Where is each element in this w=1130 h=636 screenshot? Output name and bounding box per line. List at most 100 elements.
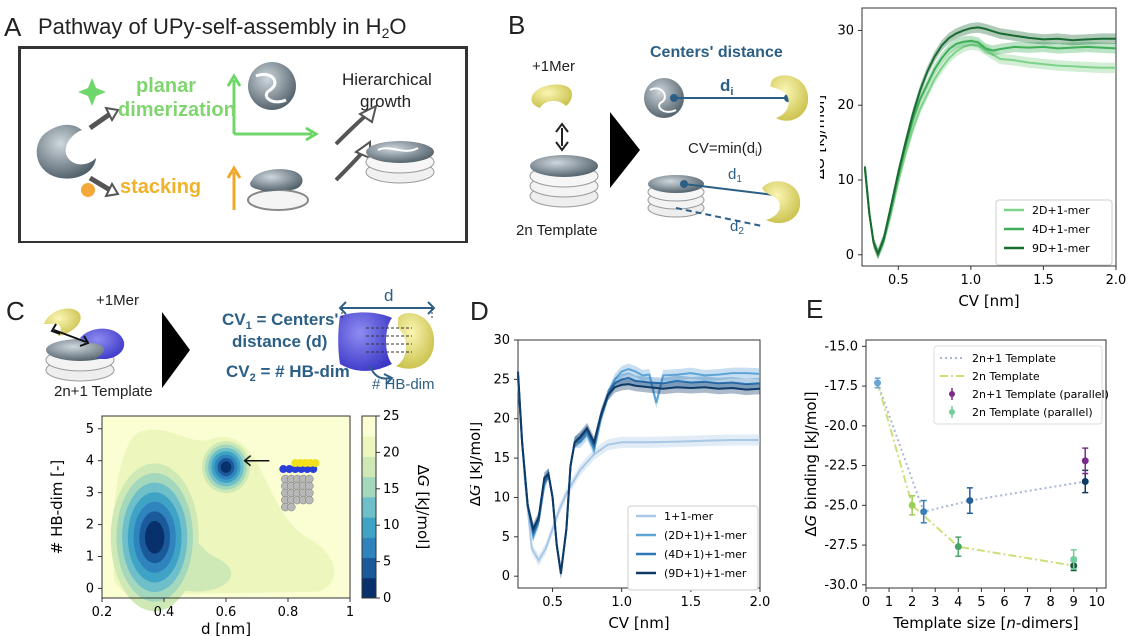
y-tick-label: 5	[86, 422, 94, 437]
molecule-atom	[287, 502, 296, 512]
x-tick-label: 1	[885, 595, 893, 610]
c-hb-label: # HB-dim	[372, 376, 435, 393]
x-tick-label: 10	[1088, 595, 1105, 610]
y-tick-label: 10	[493, 490, 510, 505]
y-tick-label: -22.5	[824, 459, 858, 474]
data-point	[920, 508, 928, 516]
y-tick-label: 0	[86, 581, 94, 596]
panel-label-c: C	[6, 296, 25, 326]
y-axis-label: ΔG [kJ/mol]	[470, 422, 484, 506]
data-point	[908, 501, 916, 509]
molecule-atom-blue	[285, 465, 294, 474]
panel-label-b: B	[508, 10, 526, 40]
legend-label: (2D+1)+1-mer	[664, 529, 747, 542]
growth-label: growth	[360, 92, 412, 111]
b-d1-label: d1	[728, 166, 742, 185]
x-tick-label: 0.5	[888, 273, 909, 288]
colorbar-tick-label: 0	[383, 591, 391, 606]
y-tick-label: 2	[86, 518, 94, 533]
series-line	[863, 26, 1116, 257]
x-tick-label: 0	[862, 595, 870, 610]
y-tick-label: 25	[493, 372, 510, 387]
x-tick-label: 1.0	[961, 273, 982, 288]
colorbar-segment	[362, 577, 376, 599]
x-tick-label: 1.0	[611, 595, 632, 610]
legend-box	[995, 199, 1113, 266]
x-tick-label: 0.6	[216, 605, 237, 620]
y-tick-label: 30	[837, 23, 854, 38]
legend-label: 1+1-mer	[664, 510, 714, 523]
stacking-label: stacking	[120, 176, 202, 198]
panel-c-schematic	[40, 294, 440, 404]
x-tick-label: 0.4	[154, 605, 175, 620]
colorbar-segment	[362, 436, 376, 457]
b-mer-label: +1Mer	[532, 58, 575, 75]
chart-e: 0 1 2 3 4 5 6 7 8 9 10 -15.0 -17.5 -20.0 -22.5 -25.0 -27…	[802, 339, 1109, 632]
x-tick-label: 1.5	[681, 595, 702, 610]
data-point	[954, 543, 962, 551]
y-tick-label: -17.5	[824, 379, 858, 394]
legend-label: 2n Template	[972, 370, 1040, 383]
colorbar-tick-label: 15	[383, 482, 400, 497]
c-cv2-label: CV2 = # HB-dim	[226, 362, 350, 384]
x-tick-label: 4	[954, 595, 962, 610]
colorbar-segment	[362, 517, 376, 538]
legend-label: 2n+1 Template	[972, 352, 1056, 365]
legend-label: 9D+1-mer	[1032, 242, 1090, 255]
y-tick-label: -20.0	[824, 419, 858, 434]
molecule-atom-blue	[279, 465, 288, 474]
legend-label: 2n+1 Template (parallel)	[972, 388, 1109, 401]
c-d-label: d	[384, 286, 394, 305]
y-tick-label: 0	[846, 248, 854, 263]
b-d2-label: d2	[730, 218, 744, 237]
b-template-label: 2n Template	[516, 222, 598, 239]
b-centers-label: Centers' distance	[650, 44, 783, 61]
y-tick-label: -25.0	[824, 498, 858, 513]
molecule-atom-blue	[309, 465, 318, 474]
series-line	[517, 371, 761, 574]
c-cv1-label: CV1 = Centers'	[222, 310, 339, 332]
panel-label-a: A	[4, 12, 22, 42]
colorbar-tick-label: 10	[383, 518, 400, 533]
x-axis-label: CV [nm]	[958, 292, 1019, 310]
panel-a-illustration	[20, 48, 462, 238]
series-line	[517, 379, 760, 563]
hierarchical-label: Hierarchical	[342, 70, 432, 89]
data-point	[1070, 555, 1078, 563]
dimerization-label: dimerization	[118, 99, 236, 121]
chart-d: 0.5 1.0 1.5 2.0 0 5 10 15 20 25 30 CV [nm] ΔG [kJ/mo…	[470, 333, 770, 632]
molecule-atom-blue	[303, 465, 312, 474]
y-tick-label: 5	[502, 530, 510, 545]
y-tick-label: 20	[493, 412, 510, 427]
x-tick-label: 3	[931, 595, 939, 610]
y-tick-label: -27.5	[824, 538, 858, 553]
colorbar-segment	[362, 557, 376, 579]
panel-b-schematic	[500, 40, 820, 250]
y-axis-label: ΔG [kJ/mol]	[820, 95, 828, 179]
c-template-label: 2n+1 Template	[54, 383, 153, 400]
series-band	[518, 366, 760, 580]
chart-b: 0.5 1.0 1.5 2.0 0 10 20 30 CV [nm] ΔG [kJ/mol] 2D+…	[820, 7, 1127, 310]
x-tick-label: 2.0	[1106, 273, 1127, 288]
colorbar-tick-label: 25	[383, 409, 400, 424]
y-tick-label: 20	[837, 98, 854, 113]
heatmap-basin	[145, 521, 165, 554]
x-tick-label: 5	[977, 595, 985, 610]
x-axis-label: CV [nm]	[608, 614, 669, 632]
colorbar-segment	[362, 416, 376, 437]
legend-label: 2n Template (parallel)	[972, 406, 1093, 419]
x-tick-label: 0.5	[542, 595, 563, 610]
c-cv1-sub-label: distance (d)	[232, 332, 328, 351]
x-tick-label: 6	[1000, 595, 1008, 610]
x-tick-label: 0.2	[92, 605, 113, 620]
planar-label: planar	[136, 75, 197, 97]
x-tick-label: 0.8	[278, 605, 299, 620]
colorbar-segment	[362, 476, 376, 498]
plot-frame	[865, 339, 1107, 589]
b-cv-label: CV=min(di)	[688, 140, 763, 159]
molecule-atom	[305, 495, 314, 505]
y-tick-label: 3	[86, 486, 94, 501]
colorbar-segment	[362, 496, 376, 518]
x-tick-label: 8	[1046, 595, 1054, 610]
